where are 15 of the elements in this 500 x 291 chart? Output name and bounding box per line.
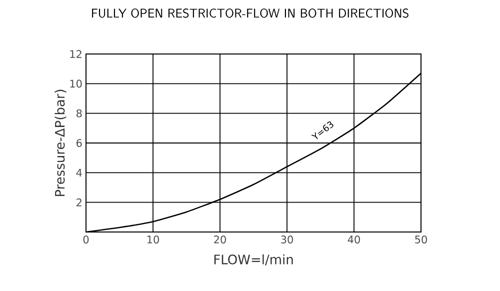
y-tick-label: 2 [76,198,82,206]
chart-title: FULLY OPEN RESTRICTOR-FLOW IN BOTH DIRECTIONS [92,8,408,18]
x-tick-label: 30 [281,236,293,244]
x-tick-label: 20 [214,236,226,244]
x-tick-label: 0 [83,236,89,244]
y-axis-title: Pressure-ΔP(bar) [54,90,66,196]
y-tick-label: 10 [70,80,82,88]
y-tick-label: 6 [76,139,82,147]
x-axis-title: FLOW=l/min [214,254,293,266]
x-tick-label: 50 [415,236,427,244]
x-tick-label: 10 [147,236,159,244]
y-tick-label: 12 [70,50,82,58]
y-tick-label: 4 [76,168,82,176]
y-tick-label: 8 [76,109,82,118]
x-tick-label: 40 [348,236,360,244]
